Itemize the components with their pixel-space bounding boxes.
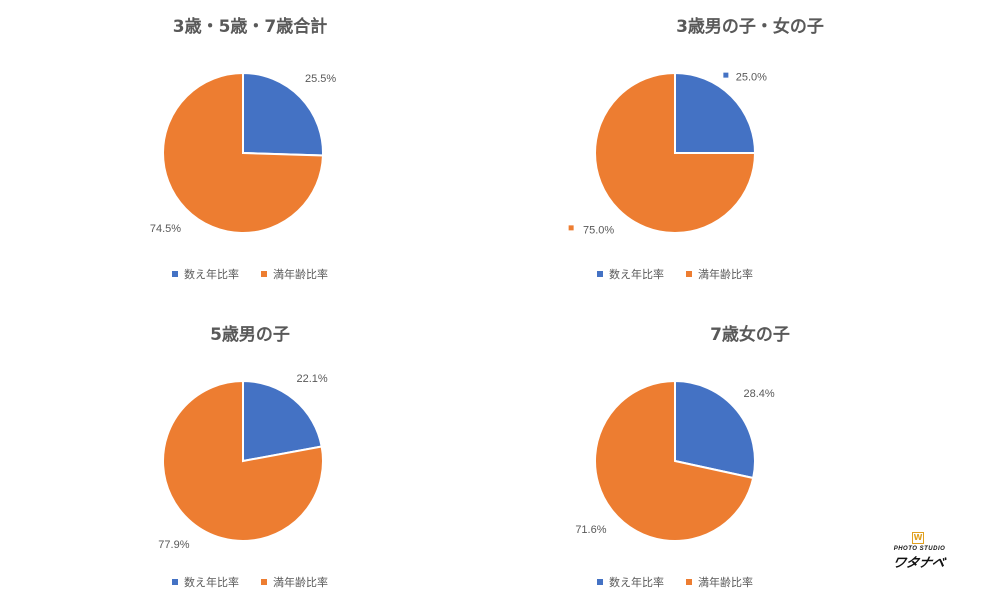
legend-label: 数え年比率 — [609, 576, 664, 589]
chart-panel-age5: 5歳男の子 22.1% 77.9% 数え年比率 満年齢比率 — [0, 308, 500, 609]
legend-label: 満年齢比率 — [273, 576, 328, 589]
legend-swatch — [261, 271, 267, 277]
chart-legend: 数え年比率 満年齢比率 — [425, 574, 925, 590]
chart-title: 5歳男の子 — [210, 325, 290, 345]
pie-slice-kazoe — [674, 71, 757, 154]
pie-slice-man — [594, 71, 757, 234]
pie-slice-kazoe — [674, 379, 756, 480]
data-label: 75.0% — [583, 224, 614, 236]
legend-item-kazoe: 数え年比率 — [172, 266, 239, 282]
legend-swatch — [686, 579, 692, 585]
pie-slice-man — [594, 379, 755, 542]
legend-swatch — [686, 271, 692, 277]
pie-chart: 25.5% 74.5% — [150, 71, 336, 235]
legend-swatch — [172, 271, 178, 277]
photo-studio-logo: W PHOTO STUDIO ワタナベ — [872, 532, 962, 571]
data-label: 77.9% — [158, 539, 189, 551]
data-label: 74.5% — [150, 223, 181, 235]
data-label: 28.4% — [743, 388, 774, 400]
chart-title: 3歳・5歳・7歳合計 — [172, 17, 328, 37]
legend-item-man: 満年齢比率 — [261, 266, 328, 282]
chart-title: 7歳女の子 — [710, 325, 790, 345]
chart-panel-age7: 7歳女の子 28.4% 71.6% 数え年比率 満年齢比率 — [500, 308, 1000, 609]
label-marker — [568, 225, 574, 231]
chart-legend: 数え年比率 満年齢比率 — [425, 266, 925, 282]
logo-subtitle: PHOTO STUDIO — [893, 546, 946, 552]
data-label: 71.6% — [575, 524, 606, 536]
legend-swatch — [597, 579, 603, 585]
pie-slice-kazoe — [242, 71, 324, 157]
pie-slice-kazoe — [242, 379, 323, 463]
data-label: 25.0% — [736, 72, 767, 84]
legend-item-kazoe: 数え年比率 — [597, 574, 664, 590]
legend-label: 数え年比率 — [184, 576, 239, 589]
legend-item-kazoe: 数え年比率 — [172, 574, 239, 590]
label-marker — [723, 72, 729, 78]
chart-title: 3歳男の子・女の子 — [676, 17, 824, 37]
data-label: 25.5% — [305, 73, 336, 85]
chart-panel-total: 3歳・5歳・7歳合計 25.5% 74.5% 数え年比率 満年齢比率 — [0, 0, 500, 301]
legend-label: 数え年比率 — [609, 268, 664, 281]
legend-item-man: 満年齢比率 — [686, 266, 753, 282]
legend-label: 数え年比率 — [184, 268, 239, 281]
legend-swatch — [261, 579, 267, 585]
legend-swatch — [597, 271, 603, 277]
legend-swatch — [172, 579, 178, 585]
data-label: 22.1% — [297, 373, 328, 385]
legend-label: 満年齢比率 — [698, 268, 753, 281]
legend-item-kazoe: 数え年比率 — [597, 266, 664, 282]
logo-wordmark: ワタナベ — [890, 556, 947, 571]
pie-slice-man — [162, 379, 324, 542]
pie-slice-man — [162, 71, 324, 234]
legend-item-man: 満年齢比率 — [261, 574, 328, 590]
legend-label: 満年齢比率 — [698, 576, 753, 589]
pie-chart: 22.1% 77.9% — [158, 373, 328, 551]
pie-chart: 28.4% 71.6% — [575, 379, 775, 542]
chart-legend: 数え年比率 満年齢比率 — [0, 266, 500, 282]
legend-item-man: 満年齢比率 — [686, 574, 753, 590]
legend-label: 満年齢比率 — [273, 268, 328, 281]
pie-chart: 25.0% 75.0% — [568, 71, 767, 236]
logo-emblem-icon: W — [912, 532, 924, 544]
chart-panel-age3: 3歳男の子・女の子 25.0% 75.0% 数え年比率 満年齢比率 — [500, 0, 1000, 301]
chart-legend: 数え年比率 満年齢比率 — [0, 574, 500, 590]
